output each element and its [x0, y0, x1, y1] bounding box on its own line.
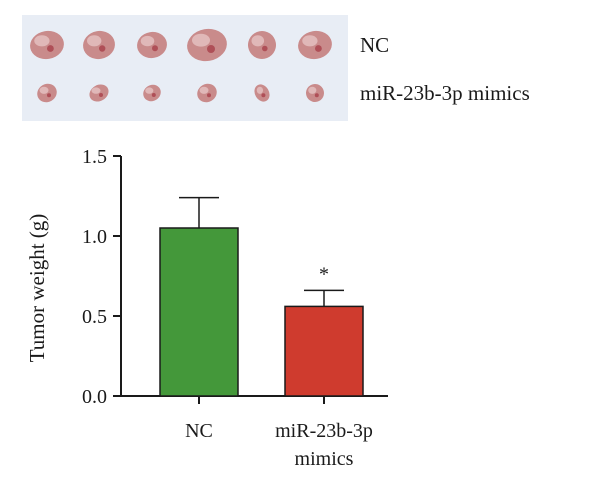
error-bar	[304, 289, 344, 307]
y-tick-label: 0.0	[82, 386, 107, 408]
tumor-sample	[197, 83, 217, 103]
tumor-sample	[89, 84, 109, 102]
row-label-nc: NC	[360, 33, 390, 57]
x-tick-label: NC	[185, 420, 213, 442]
y-tick-label: 1.0	[82, 226, 107, 248]
bar	[284, 305, 364, 397]
tumor-photo	[30, 28, 332, 103]
x-tick-label: mimics	[295, 448, 354, 470]
error-bar	[179, 196, 219, 228]
tumor-photo-panel	[22, 15, 348, 121]
tumor-sample	[298, 30, 332, 60]
tumor-sample	[306, 84, 324, 102]
tumor-sample	[187, 28, 227, 62]
tumor-sample	[254, 84, 270, 102]
tumor-sample	[137, 31, 167, 59]
tumor-sample	[37, 83, 57, 103]
significance-marker: *	[319, 263, 329, 285]
y-axis-title: Tumor weight (g)	[25, 214, 49, 363]
x-tick-label: miR-23b-3p	[275, 420, 373, 442]
tumor-sample	[83, 30, 115, 60]
tumor-sample	[143, 84, 161, 102]
tumor-sample	[248, 31, 276, 59]
bar	[159, 227, 239, 397]
y-tick-label: 1.5	[82, 146, 107, 168]
row-label-mimics: miR-23b-3p mimics	[360, 81, 530, 105]
tumor-sample	[30, 30, 64, 60]
y-tick-label: 0.5	[82, 306, 107, 328]
